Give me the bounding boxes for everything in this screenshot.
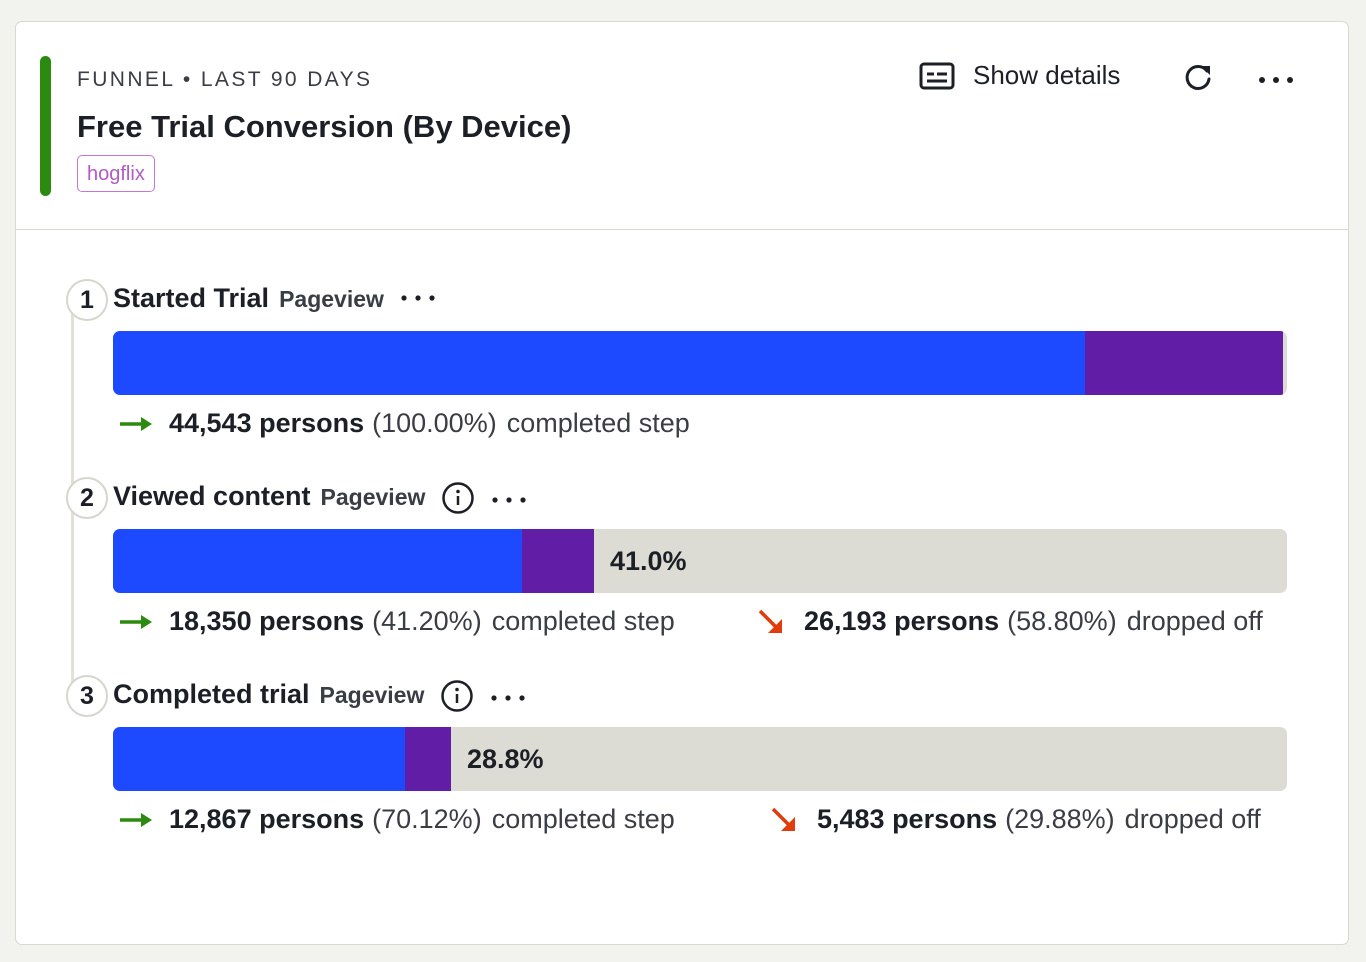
bar-segment-converted[interactable]	[113, 727, 405, 791]
bar-percent-label: 28.8%	[467, 744, 544, 774]
bar-segment-breakdown[interactable]	[1085, 331, 1283, 395]
dropped-percent: (58.80%)	[1007, 606, 1117, 636]
project-tag[interactable]: hogflix	[77, 155, 155, 192]
info-icon[interactable]	[440, 679, 474, 718]
step-more-icon[interactable]	[491, 492, 527, 510]
dropped-text: dropped off	[1126, 606, 1263, 636]
step-event: Pageview	[320, 484, 426, 510]
insight-type-label: FUNNEL • LAST 90 DAYS	[77, 68, 373, 91]
show-details-label: Show details	[973, 60, 1121, 90]
completed-percent: (41.20%)	[372, 606, 482, 636]
step-number: 2	[66, 477, 108, 519]
dropped-text: dropped off	[1124, 804, 1261, 834]
arrow-down-right-icon	[758, 609, 784, 635]
completed-percent: (100.00%)	[372, 408, 497, 438]
completed-count[interactable]: 44,543 persons	[169, 408, 365, 438]
completed-text: completed step	[491, 606, 675, 636]
dropped-count[interactable]: 26,193 persons	[804, 606, 1000, 636]
bar-segment-breakdown[interactable]	[522, 529, 594, 593]
completed-stat: 12,867 persons (70.12%) completed step	[119, 804, 675, 835]
card-header: FUNNEL • LAST 90 DAYS Free Trial Convers…	[16, 22, 1348, 230]
step-header: Viewed content Pageview	[113, 481, 527, 520]
subtitles-icon	[919, 62, 955, 90]
completed-percent: (70.12%)	[372, 804, 482, 834]
info-icon[interactable]	[441, 481, 475, 520]
insight-title[interactable]: Free Trial Conversion (By Device)	[77, 109, 572, 144]
step-more-icon[interactable]	[490, 690, 526, 708]
step-bar[interactable]	[113, 331, 1287, 395]
dropped-percent: (29.88%)	[1005, 804, 1115, 834]
show-details-button[interactable]: Show details	[919, 60, 1120, 91]
step-number: 1	[66, 279, 108, 321]
arrow-right-icon	[119, 612, 153, 632]
dropped-stat: 26,193 persons (58.80%) dropped off	[758, 606, 1263, 637]
bar-segment-converted[interactable]	[113, 331, 1085, 395]
completed-count[interactable]: 12,867 persons	[169, 804, 365, 834]
completed-stat: 44,543 persons (100.00%) completed step	[119, 408, 690, 439]
step-event: Pageview	[319, 682, 425, 708]
bar-segment-converted[interactable]	[113, 529, 522, 593]
completed-count[interactable]: 18,350 persons	[169, 606, 365, 636]
accent-bar	[40, 56, 51, 196]
bar-percent-label: 41.0%	[610, 546, 687, 576]
bar-segment-breakdown[interactable]	[405, 727, 451, 791]
completed-text: completed step	[506, 408, 690, 438]
step-event: Pageview	[279, 286, 384, 312]
step-more-icon[interactable]	[400, 290, 436, 308]
insight-card: FUNNEL • LAST 90 DAYS Free Trial Convers…	[15, 21, 1349, 945]
step-header: Started Trial Pageview	[113, 283, 436, 314]
step-number: 3	[66, 675, 108, 717]
arrow-right-icon	[119, 414, 153, 434]
dropped-count[interactable]: 5,483 persons	[817, 804, 998, 834]
step-name[interactable]: Started Trial	[113, 283, 270, 313]
completed-text: completed step	[491, 804, 675, 834]
more-options-icon[interactable]	[1258, 64, 1294, 101]
arrow-down-right-icon	[771, 807, 797, 833]
step-bar[interactable]: 28.8%	[113, 727, 1287, 791]
step-bar[interactable]: 41.0%	[113, 529, 1287, 593]
completed-stat: 18,350 persons (41.20%) completed step	[119, 606, 675, 637]
step-header: Completed trial Pageview	[113, 679, 526, 718]
arrow-right-icon	[119, 810, 153, 830]
refresh-icon[interactable]	[1182, 62, 1214, 99]
dropped-stat: 5,483 persons (29.88%) dropped off	[771, 804, 1261, 835]
step-name[interactable]: Completed trial	[113, 679, 310, 709]
step-name[interactable]: Viewed content	[113, 481, 311, 511]
